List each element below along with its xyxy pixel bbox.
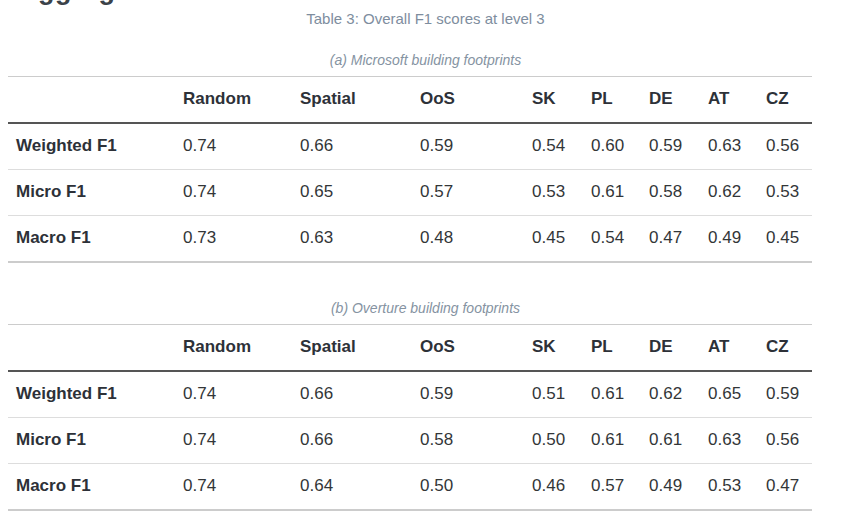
score-cell: 0.57 [583, 464, 641, 511]
table-row: Weighted F10.740.660.590.510.610.620.650… [8, 371, 812, 418]
score-cell: 0.74 [175, 123, 292, 170]
f1-scores-table: RandomSpatialOoSSKPLDEATCZ Weighted F10.… [8, 76, 812, 263]
column-header-pl: PL [583, 77, 641, 124]
column-header-spatial: Spatial [292, 325, 412, 372]
column-header-random: Random [175, 77, 292, 124]
score-cell: 0.63 [700, 418, 758, 464]
column-header-sk: SK [524, 325, 583, 372]
score-cell: 0.56 [758, 418, 812, 464]
score-cell: 0.59 [412, 123, 524, 170]
column-header-oos: OoS [412, 325, 524, 372]
paper-page: Aggregation Table 3: Overall F1 scores a… [0, 0, 851, 511]
score-cell: 0.45 [524, 216, 583, 263]
score-cell: 0.61 [641, 418, 700, 464]
subtable-caption: (a) Microsoft building footprints [0, 52, 851, 68]
column-header-de: DE [641, 77, 700, 124]
subtable-caption: (b) Overture building footprints [0, 300, 851, 316]
score-cell: 0.46 [524, 464, 583, 511]
row-label: Micro F1 [8, 170, 175, 216]
table-row: Micro F10.740.650.570.530.610.580.620.53 [8, 170, 812, 216]
column-header-de: DE [641, 325, 700, 372]
score-cell: 0.59 [412, 371, 524, 418]
score-cell: 0.53 [524, 170, 583, 216]
score-cell: 0.62 [700, 170, 758, 216]
score-cell: 0.53 [700, 464, 758, 511]
score-cell: 0.74 [175, 464, 292, 511]
row-label-header [8, 325, 175, 372]
score-cell: 0.57 [412, 170, 524, 216]
score-cell: 0.60 [583, 123, 641, 170]
score-cell: 0.73 [175, 216, 292, 263]
score-cell: 0.49 [700, 216, 758, 263]
score-cell: 0.56 [758, 123, 812, 170]
column-header-cz: CZ [758, 77, 812, 124]
score-cell: 0.74 [175, 371, 292, 418]
score-cell: 0.63 [700, 123, 758, 170]
table-row: Macro F10.730.630.480.450.540.470.490.45 [8, 216, 812, 263]
score-cell: 0.53 [758, 170, 812, 216]
score-cell: 0.48 [412, 216, 524, 263]
score-cell: 0.59 [641, 123, 700, 170]
score-cell: 0.54 [583, 216, 641, 263]
column-header-oos: OoS [412, 77, 524, 124]
score-cell: 0.54 [524, 123, 583, 170]
column-header-sk: SK [524, 77, 583, 124]
subtable: (b) Overture building footprints RandomS… [0, 300, 851, 511]
column-header-at: AT [700, 325, 758, 372]
score-cell: 0.59 [758, 371, 812, 418]
score-cell: 0.66 [292, 123, 412, 170]
row-label: Macro F1 [8, 464, 175, 511]
score-cell: 0.62 [641, 371, 700, 418]
row-label-header [8, 77, 175, 124]
f1-scores-table: RandomSpatialOoSSKPLDEATCZ Weighted F10.… [8, 324, 812, 511]
score-cell: 0.47 [641, 216, 700, 263]
subtable: (a) Microsoft building footprints Random… [0, 52, 851, 263]
score-cell: 0.74 [175, 170, 292, 216]
column-header-pl: PL [583, 325, 641, 372]
table-row: Micro F10.740.660.580.500.610.610.630.56 [8, 418, 812, 464]
score-cell: 0.50 [412, 464, 524, 511]
score-cell: 0.61 [583, 371, 641, 418]
score-cell: 0.65 [292, 170, 412, 216]
score-cell: 0.66 [292, 371, 412, 418]
column-header-random: Random [175, 325, 292, 372]
table-row: Macro F10.740.640.500.460.570.490.530.47 [8, 464, 812, 511]
row-label: Weighted F1 [8, 371, 175, 418]
score-cell: 0.50 [524, 418, 583, 464]
column-header-cz: CZ [758, 325, 812, 372]
score-cell: 0.45 [758, 216, 812, 263]
score-cell: 0.65 [700, 371, 758, 418]
score-cell: 0.47 [758, 464, 812, 511]
column-header-at: AT [700, 77, 758, 124]
score-cell: 0.58 [641, 170, 700, 216]
tables-root: (a) Microsoft building footprints Random… [0, 52, 851, 511]
clipped-heading-text: Aggregation [18, 0, 278, 4]
score-cell: 0.66 [292, 418, 412, 464]
score-cell: 0.74 [175, 418, 292, 464]
score-cell: 0.49 [641, 464, 700, 511]
score-cell: 0.61 [583, 418, 641, 464]
score-cell: 0.64 [292, 464, 412, 511]
row-label: Micro F1 [8, 418, 175, 464]
score-cell: 0.51 [524, 371, 583, 418]
table-row: Weighted F10.740.660.590.540.600.590.630… [8, 123, 812, 170]
score-cell: 0.63 [292, 216, 412, 263]
row-label: Weighted F1 [8, 123, 175, 170]
header-row: RandomSpatialOoSSKPLDEATCZ [8, 325, 812, 372]
header-row: RandomSpatialOoSSKPLDEATCZ [8, 77, 812, 124]
clipped-heading-fragment: Aggregation [18, 0, 278, 9]
score-cell: 0.58 [412, 418, 524, 464]
score-cell: 0.61 [583, 170, 641, 216]
column-header-spatial: Spatial [292, 77, 412, 124]
row-label: Macro F1 [8, 216, 175, 263]
